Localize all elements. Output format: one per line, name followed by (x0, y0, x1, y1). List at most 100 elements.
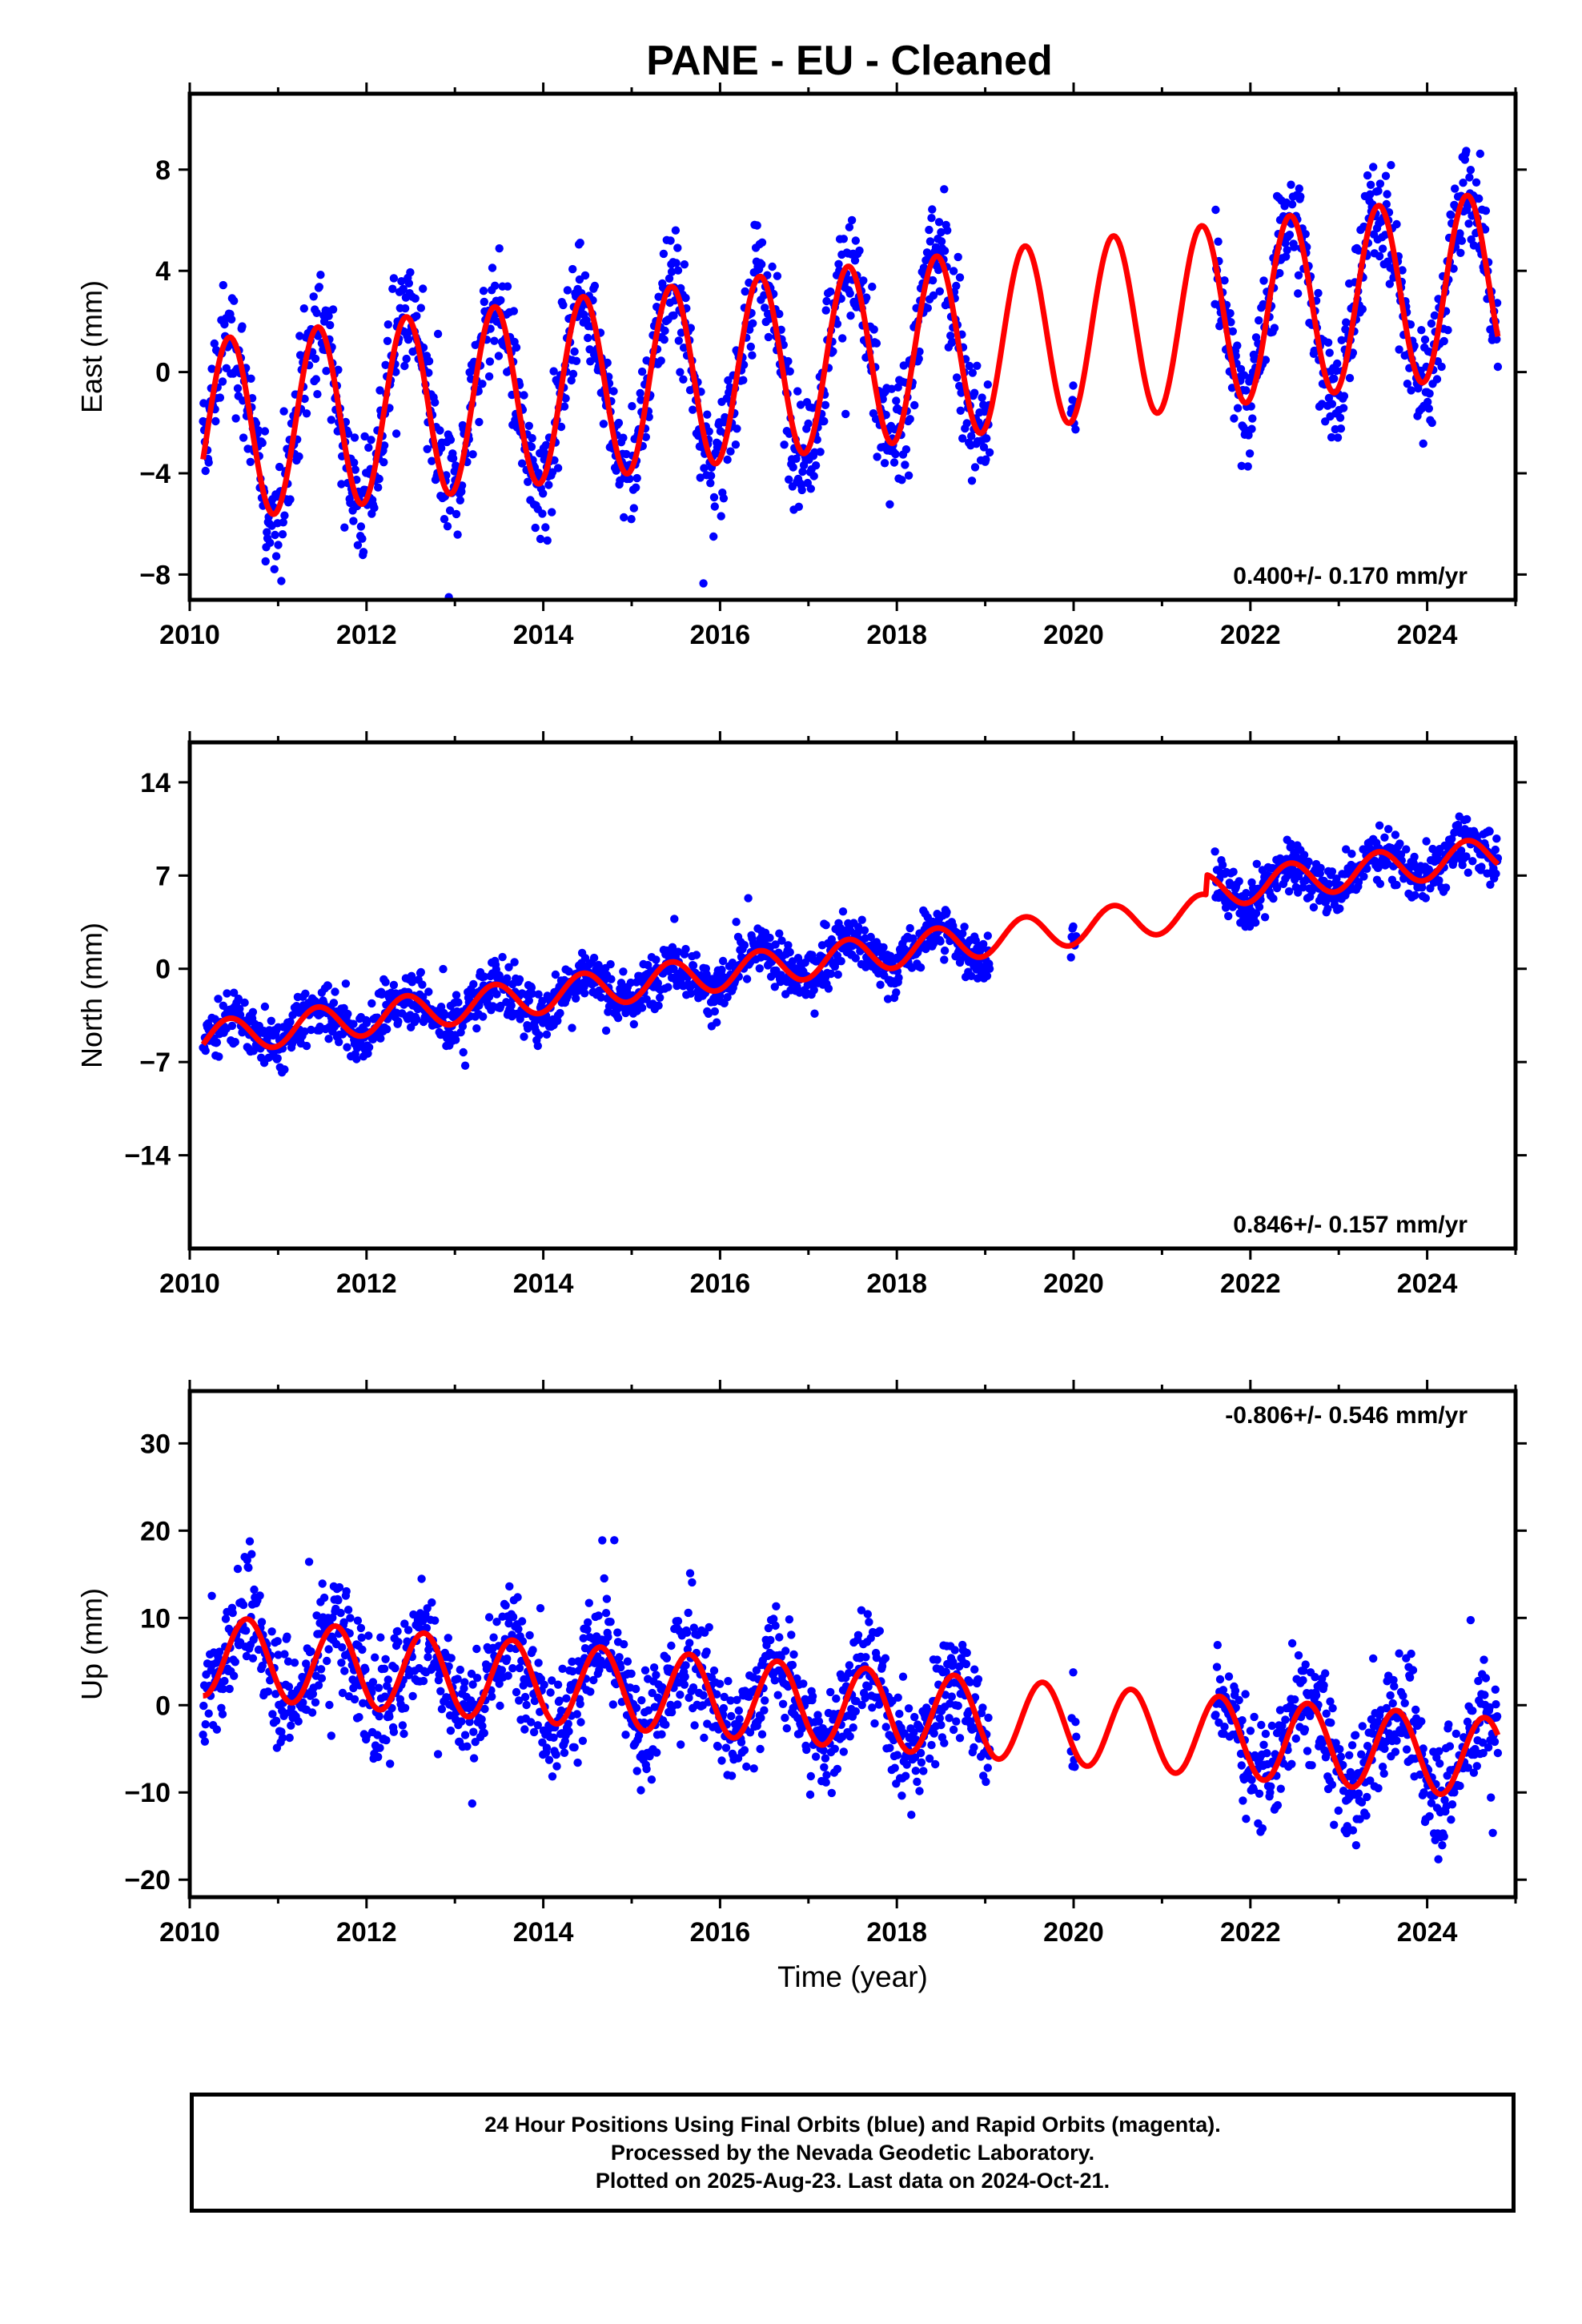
data-point (538, 996, 547, 1006)
data-point (1425, 389, 1434, 398)
data-point (527, 1718, 536, 1727)
data-point (338, 1688, 347, 1698)
data-point (1243, 462, 1252, 471)
data-point (254, 1645, 263, 1655)
data-point (771, 1621, 780, 1630)
data-point (656, 993, 665, 1003)
data-point (524, 1024, 532, 1033)
data-point (636, 388, 644, 398)
data-point (335, 1038, 343, 1047)
data-point (525, 1630, 534, 1640)
data-point (1229, 867, 1238, 876)
data-point (302, 1041, 311, 1051)
data-point (702, 1647, 711, 1656)
data-point (1457, 236, 1467, 245)
data-point (546, 1688, 555, 1697)
data-point (238, 322, 247, 331)
data-point (367, 999, 376, 1008)
data-point (596, 993, 605, 1002)
data-point (1472, 178, 1481, 187)
x-tick-label: 2018 (866, 1269, 927, 1299)
data-point (676, 368, 685, 376)
data-point (445, 506, 455, 515)
data-point (548, 1676, 556, 1685)
data-point (1299, 850, 1309, 859)
data-point (478, 380, 487, 388)
data-point (745, 325, 754, 334)
data-point (504, 1671, 512, 1680)
data-point (456, 1665, 464, 1675)
data-point (1072, 1732, 1081, 1741)
data-point (1380, 833, 1389, 842)
data-point (1410, 852, 1419, 862)
data-point (1432, 375, 1442, 384)
data-point (223, 989, 231, 998)
data-point (855, 246, 864, 255)
data-point (589, 953, 599, 963)
data-point (1422, 837, 1431, 846)
data-point (892, 988, 901, 997)
data-point (542, 1743, 552, 1752)
data-point (868, 1703, 877, 1712)
data-point (371, 1653, 379, 1662)
data-point (1328, 1703, 1337, 1713)
data-point (350, 1695, 359, 1704)
data-point (398, 1721, 408, 1730)
data-point (943, 226, 952, 235)
data-point (510, 958, 519, 967)
data-point (954, 1701, 962, 1711)
data-point (1443, 326, 1452, 335)
data-point (775, 929, 784, 938)
data-point (563, 286, 572, 295)
data-point (278, 1733, 287, 1743)
data-point (552, 1762, 561, 1771)
data-point (726, 447, 735, 456)
data-point (524, 421, 533, 430)
data-point (955, 1734, 965, 1743)
data-point (1347, 1772, 1355, 1781)
data-point (271, 1690, 280, 1699)
data-point (221, 1614, 231, 1623)
data-point (911, 1767, 921, 1775)
data-point (664, 983, 673, 991)
data-point (845, 1661, 854, 1670)
data-point (1069, 922, 1078, 931)
data-point (235, 1011, 245, 1019)
data-point (1335, 904, 1344, 913)
data-point (949, 1658, 958, 1667)
data-point (1439, 336, 1448, 346)
data-point (761, 304, 769, 312)
data-point (528, 989, 536, 999)
data-point (250, 1585, 259, 1594)
data-point (254, 426, 263, 435)
data-point (290, 1659, 299, 1667)
data-point (391, 1663, 400, 1673)
data-point (242, 1651, 251, 1661)
x-tick-label: 2016 (690, 620, 751, 650)
data-point (1307, 1761, 1316, 1770)
data-point (576, 1718, 585, 1727)
data-point (424, 368, 433, 377)
data-point (570, 347, 579, 356)
data-point (301, 989, 310, 999)
data-point (958, 929, 967, 938)
data-point (885, 1743, 894, 1752)
data-point (1427, 319, 1436, 328)
data-point (376, 1034, 385, 1043)
data-point (934, 218, 944, 227)
data-point (838, 907, 848, 916)
data-point (792, 454, 801, 463)
data-point (534, 990, 543, 999)
data-point (648, 1688, 656, 1698)
data-point (1396, 850, 1406, 859)
data-point (928, 205, 937, 214)
data-point (468, 450, 477, 459)
data-point (813, 435, 821, 444)
data-point (821, 1778, 830, 1787)
data-point (1255, 903, 1264, 911)
data-point (647, 1775, 656, 1784)
data-point (478, 1722, 487, 1731)
data-point (1251, 909, 1261, 918)
data-point (927, 214, 936, 223)
data-point (876, 980, 885, 989)
